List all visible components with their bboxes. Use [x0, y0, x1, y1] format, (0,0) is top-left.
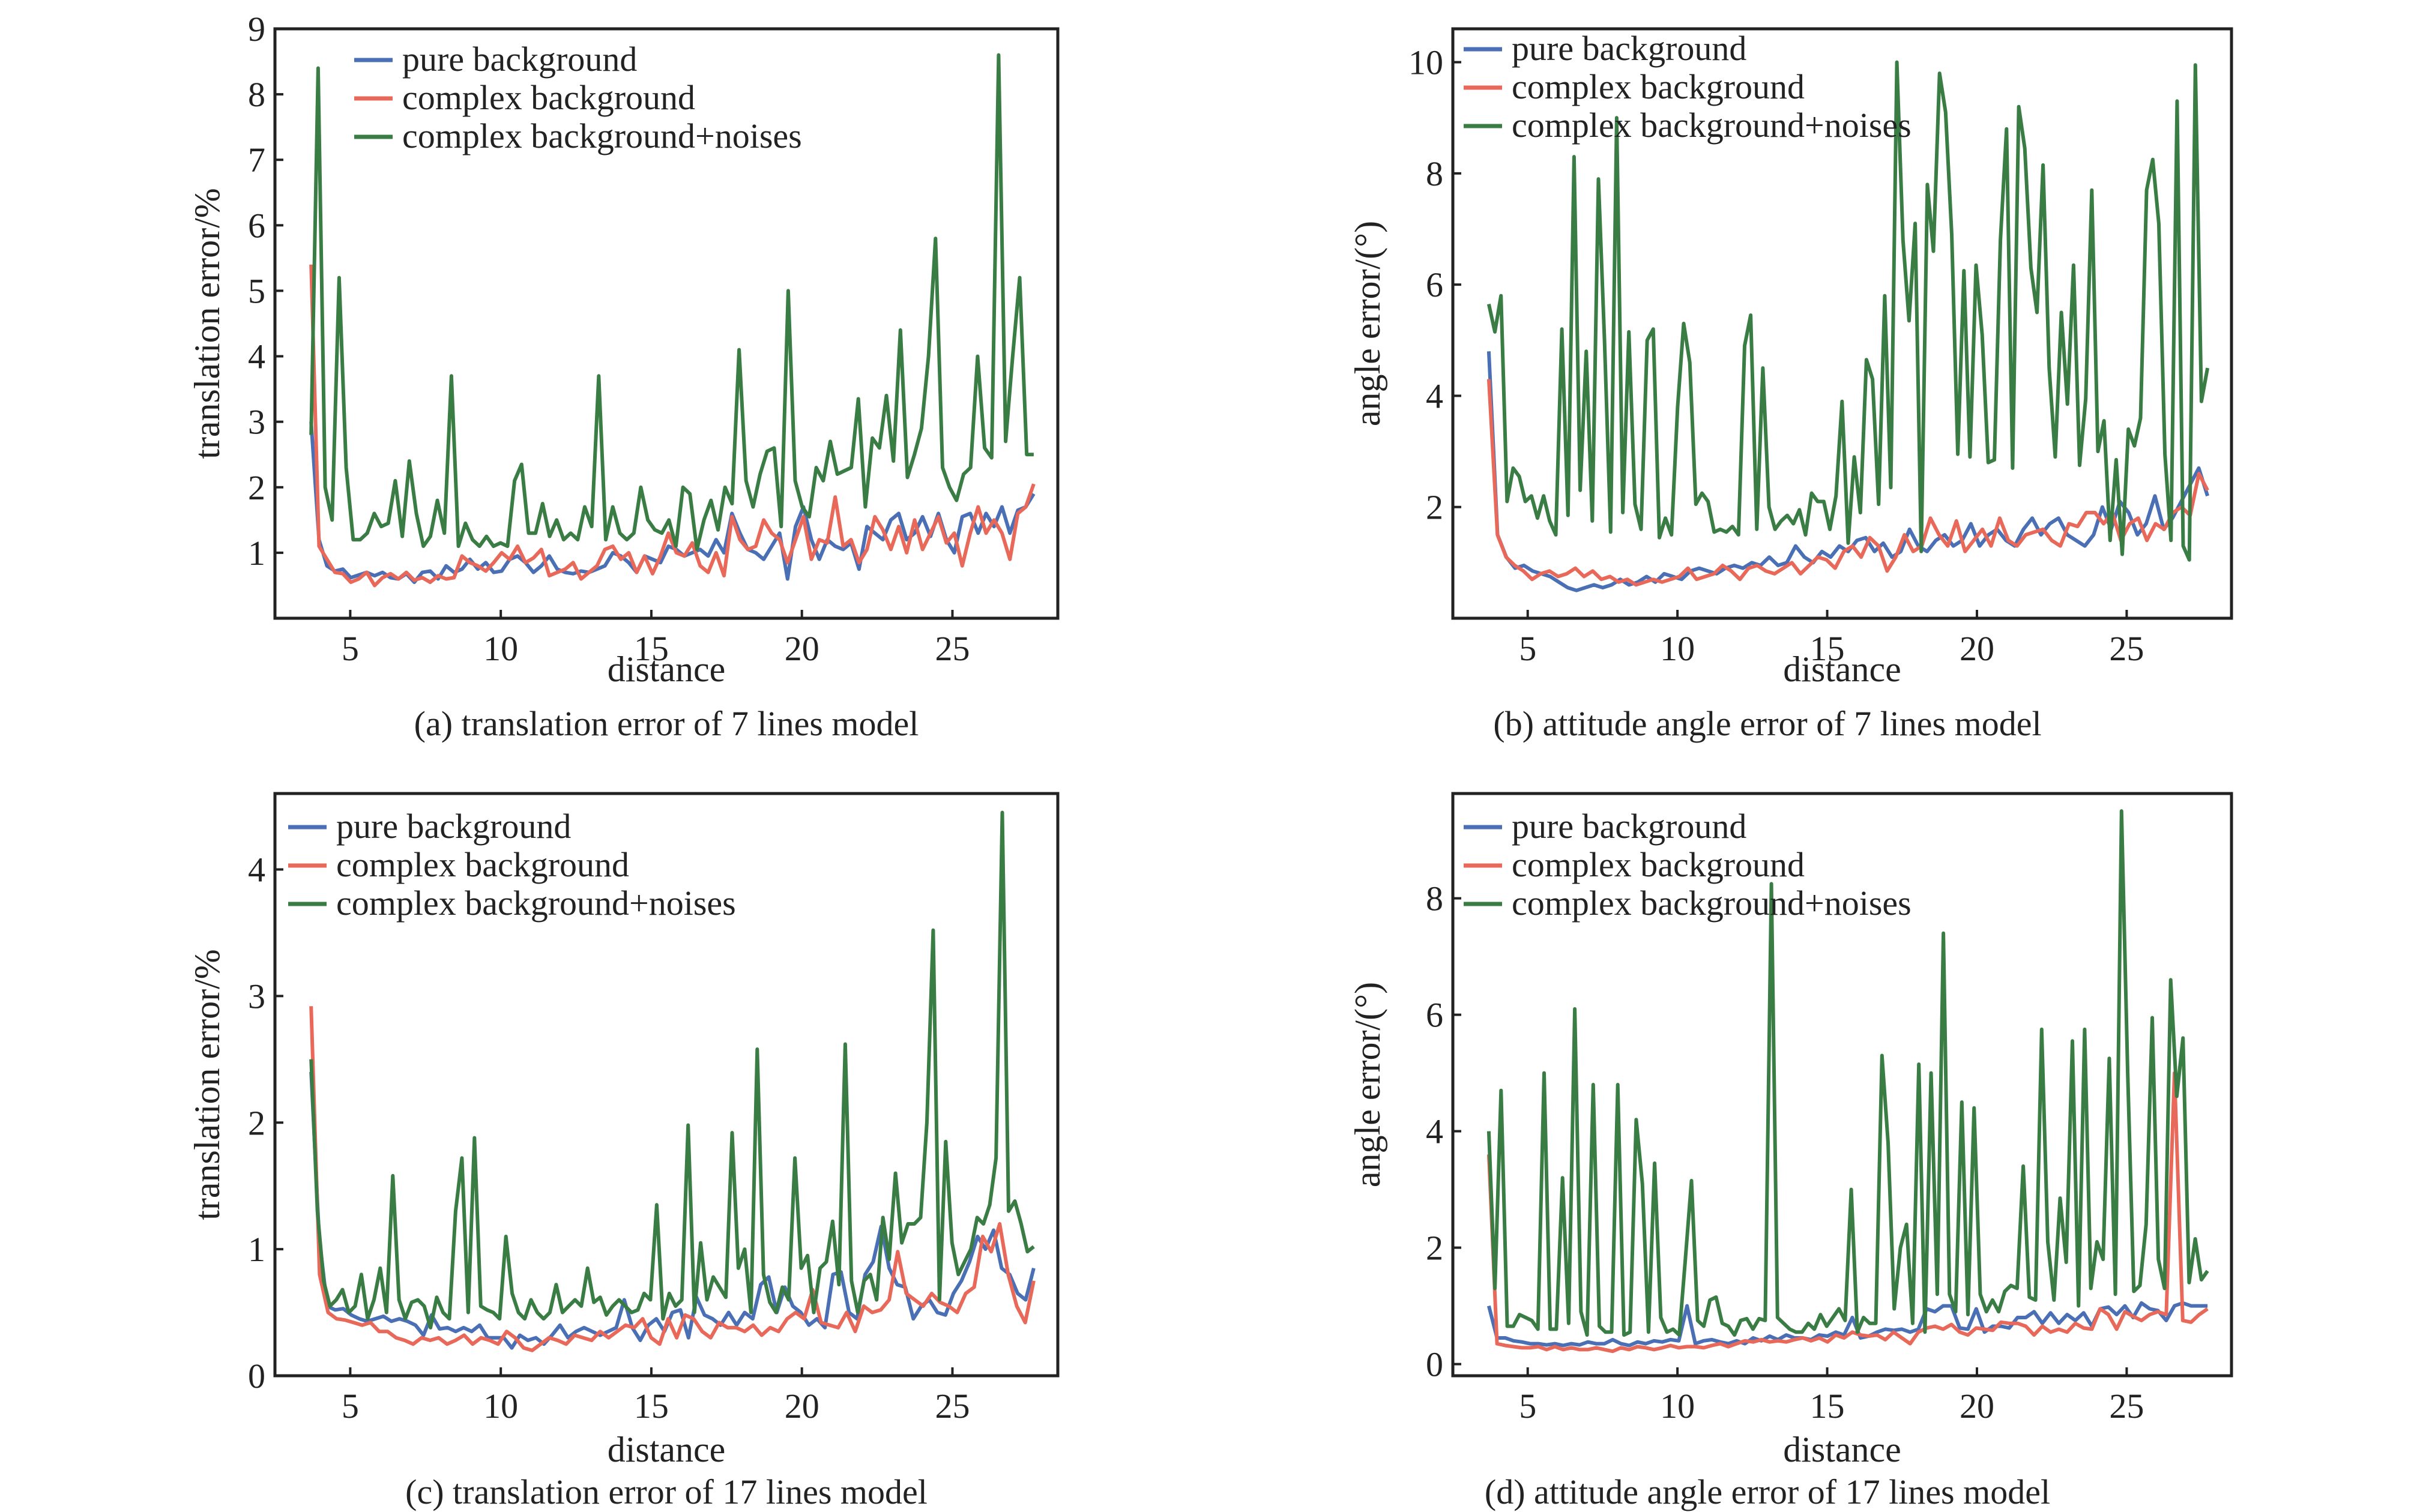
x-tick-label: 20 — [1960, 629, 1994, 668]
x-axis-label: distance — [1783, 1430, 1901, 1469]
x-tick-label: 15 — [634, 629, 669, 668]
x-tick-label: 20 — [785, 1387, 819, 1426]
legend-label: complex background — [402, 78, 695, 117]
series-line-pure — [309, 421, 1036, 584]
x-tick-label: 15 — [1810, 629, 1845, 668]
x-tick-label: 10 — [483, 1387, 518, 1426]
y-tick-label: 4 — [1426, 1112, 1443, 1151]
x-tick-label: 15 — [634, 1387, 669, 1426]
caption: (a) translation error of 7 lines model — [414, 704, 919, 743]
axes-frame — [273, 27, 1060, 620]
y-tick-label: 3 — [248, 403, 265, 442]
y-tick-label: 5 — [248, 271, 265, 310]
y-tick-label: 4 — [1426, 376, 1443, 415]
y-tick-label: 6 — [248, 206, 265, 245]
series-line-noise — [309, 810, 1035, 1330]
legend-label: complex background — [1512, 845, 1805, 884]
y-tick-label: 6 — [1426, 265, 1443, 304]
chart-a: 5 10 15 20 25 1 2 3 4 5 6 7 8 9 distance translation er… — [187, 10, 1060, 743]
y-tick-label: 8 — [1426, 879, 1443, 918]
x-tick-label: 20 — [1960, 1387, 1994, 1426]
chart-b: 5 10 15 20 25 2 4 6 8 10 distance angle error/(°) pu… — [1348, 27, 2233, 743]
x-tick-label: 20 — [785, 629, 819, 668]
series-line-noise — [309, 53, 1034, 552]
x-tick-label: 15 — [1810, 1387, 1845, 1426]
y-tick-label: 1 — [248, 534, 265, 573]
axes-frame — [1451, 27, 2233, 620]
caption: (b) attitude angle error of 7 lines mode… — [1493, 704, 2041, 743]
x-axis-label: distance — [608, 1430, 726, 1469]
legend-label: complex background+noises — [1512, 106, 1912, 145]
y-tick-label: 4 — [248, 851, 265, 890]
legend-label: complex background+noises — [1512, 884, 1912, 923]
y-tick-label: 3 — [248, 977, 265, 1016]
plot-area: 5 10 15 20 25 1 2 3 4 5 6 7 8 9 distance translation er… — [187, 10, 1060, 689]
y-axis-label: angle error/(°) — [1348, 221, 1387, 426]
y-tick-label: 2 — [248, 468, 265, 507]
series-line-pure — [1486, 1301, 2208, 1348]
axes-frame — [1451, 792, 2233, 1378]
y-axis-label: translation error/% — [187, 188, 227, 459]
x-axis-label: distance — [1783, 649, 1901, 689]
y-tick-label: 4 — [248, 337, 265, 376]
legend-label: pure background — [1512, 29, 1746, 68]
chart-c: 5 10 15 20 25 0 1 2 3 4 distance translation error/… — [187, 792, 1060, 1511]
x-tick-label: 5 — [1519, 1387, 1536, 1426]
legend-label: pure background — [402, 40, 637, 79]
plot-area: 5 10 15 20 25 0 2 4 6 8 distance angle error/(°) pur… — [1348, 792, 2233, 1469]
series-line-pure — [309, 1071, 1036, 1350]
x-tick-label: 25 — [2109, 629, 2144, 668]
y-tick-label: 8 — [1426, 154, 1443, 193]
x-tick-label: 5 — [1519, 629, 1536, 668]
y-tick-label: 0 — [1426, 1345, 1443, 1384]
y-tick-label: 6 — [1426, 996, 1443, 1035]
caption: (c) translation error of 17 lines model — [405, 1472, 928, 1511]
legend-label: pure background — [336, 807, 571, 846]
y-tick-label: 9 — [248, 10, 265, 49]
y-tick-label: 2 — [1426, 1229, 1443, 1268]
x-tick-label: 5 — [342, 629, 359, 668]
axes-frame — [273, 792, 1060, 1378]
y-tick-label: 2 — [248, 1103, 265, 1142]
series-line-complex — [1486, 1071, 2209, 1354]
y-tick-label: 7 — [248, 140, 265, 179]
caption: (d) attitude angle error of 17 lines mod… — [1485, 1472, 2050, 1511]
x-tick-label: 10 — [483, 629, 518, 668]
plot-area: 5 10 15 20 25 0 1 2 3 4 distance translation error/… — [187, 792, 1060, 1469]
x-tick-label: 25 — [2109, 1387, 2144, 1426]
legend-label: pure background — [1512, 807, 1746, 846]
legend-label: complex background+noises — [402, 116, 802, 155]
plot-area: 5 10 15 20 25 2 4 6 8 10 distance angle error/(°) pu… — [1348, 27, 2233, 689]
y-tick-label: 1 — [248, 1230, 265, 1269]
y-tick-label: 0 — [248, 1357, 265, 1396]
series-line-complex — [309, 264, 1036, 588]
y-tick-label: 10 — [1408, 43, 1443, 82]
legend-label: complex background — [1512, 67, 1805, 106]
y-axis-label: angle error/(°) — [1348, 982, 1387, 1187]
x-tick-label: 10 — [1660, 629, 1695, 668]
x-axis-label: distance — [608, 649, 726, 689]
series-line-complex — [309, 1006, 1036, 1352]
legend-label: complex background+noises — [336, 884, 736, 923]
legend-label: complex background — [336, 845, 629, 884]
y-tick-label: 2 — [1426, 488, 1443, 527]
x-tick-label: 25 — [935, 1387, 970, 1426]
series-line-complex — [1486, 379, 2209, 587]
x-tick-label: 10 — [1660, 1387, 1695, 1426]
x-tick-label: 5 — [342, 1387, 359, 1426]
series-line-noise — [1486, 809, 2209, 1337]
series-line-noise — [1486, 60, 2210, 562]
chart-d: 5 10 15 20 25 0 2 4 6 8 distance angle error/(°) pur… — [1348, 792, 2233, 1511]
y-axis-label: translation error/% — [187, 949, 227, 1220]
y-tick-label: 8 — [248, 75, 265, 114]
x-tick-label: 25 — [935, 629, 970, 668]
series-line-pure — [1486, 351, 2209, 592]
